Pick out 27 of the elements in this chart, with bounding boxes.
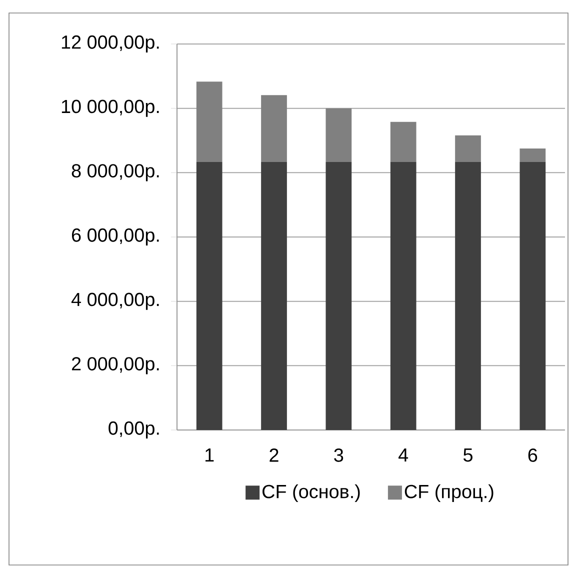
y-tick-label: 0,00р. xyxy=(108,421,159,439)
bar xyxy=(261,95,287,162)
x-tick-label: 1 xyxy=(206,448,214,462)
bar xyxy=(520,162,546,430)
x-tick-label: 2 xyxy=(270,448,278,462)
x-tick-label: 6 xyxy=(528,448,538,462)
bar xyxy=(326,162,352,430)
x-tick-label: 3 xyxy=(334,448,344,462)
bar xyxy=(390,162,416,430)
bar xyxy=(455,162,481,430)
x-tick-label: 4 xyxy=(398,448,408,462)
bar xyxy=(196,162,222,430)
legend-label: CF (основ.) xyxy=(262,484,360,502)
y-tick-label: 2 000,00р. xyxy=(72,357,159,374)
bar xyxy=(390,122,416,162)
legend-label: CF (проц.) xyxy=(404,484,494,502)
bar xyxy=(455,135,481,162)
y-tick-label: 8 000,00р. xyxy=(72,164,159,182)
bar xyxy=(326,108,352,162)
x-tick-label: 5 xyxy=(463,448,472,462)
bar xyxy=(196,82,222,162)
y-tick-label: 12 000,00р. xyxy=(62,35,159,53)
y-tick-label: 6 000,00р. xyxy=(72,228,159,246)
bar xyxy=(261,162,287,430)
bar xyxy=(520,148,546,162)
y-tick-label: 10 000,00р. xyxy=(62,100,159,117)
y-tick-label: 4 000,00р. xyxy=(71,292,159,310)
